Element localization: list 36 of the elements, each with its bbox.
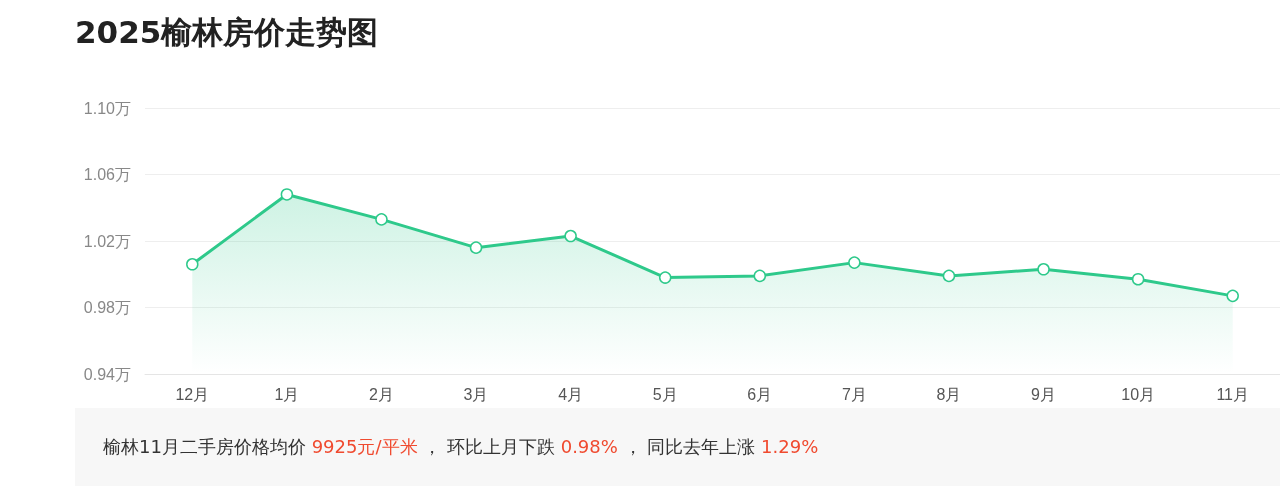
- point: [280, 188, 294, 201]
- point: [1037, 263, 1050, 276]
- text: 榆林11月二手房价格均价: [103, 436, 307, 457]
- y-tick-label: 1.10万: [83, 99, 131, 117]
- point: [848, 256, 861, 269]
- y-tick-label: 1.02万: [83, 232, 131, 250]
- x-tick-label: 2月: [369, 385, 394, 403]
- x-tick-label: 1月: [274, 385, 300, 403]
- y-tick-label: 1.06万: [83, 166, 131, 183]
- x-tick-label: 9月: [1031, 385, 1056, 403]
- y-tick-label: 0.98万: [83, 299, 131, 316]
- chart-title: 2025榆林房价走势图: [75, 13, 379, 52]
- point: [753, 269, 767, 283]
- x-tick-label: 8月: [936, 385, 962, 403]
- x-tick-label: 7月: [841, 385, 867, 403]
- x-tick-label: 10月: [1121, 385, 1156, 403]
- x-tick-label: 12月: [175, 385, 210, 403]
- point: [186, 258, 199, 271]
- x-tick-label: 5月: [652, 385, 678, 403]
- text: 0.98%: [560, 436, 618, 457]
- point: [658, 271, 672, 284]
- text: 9925元/平米: [311, 436, 418, 457]
- text: ， 同比去年上涨: [622, 436, 757, 457]
- point: [942, 269, 956, 283]
- y-tick-label: 0.94万: [83, 365, 131, 383]
- point: [1131, 272, 1145, 286]
- x-tick-label: 3月: [463, 385, 489, 403]
- text: ， 环比上月下跌: [422, 436, 556, 457]
- point: [1226, 289, 1239, 303]
- point: [375, 213, 388, 226]
- x-tick-label: 11月: [1216, 385, 1250, 403]
- text: 1.29%: [761, 436, 819, 457]
- point: [469, 241, 483, 254]
- x-tick-label: 4月: [558, 385, 584, 403]
- x-tick-label: 6月: [747, 385, 773, 403]
- point: [564, 229, 577, 243]
